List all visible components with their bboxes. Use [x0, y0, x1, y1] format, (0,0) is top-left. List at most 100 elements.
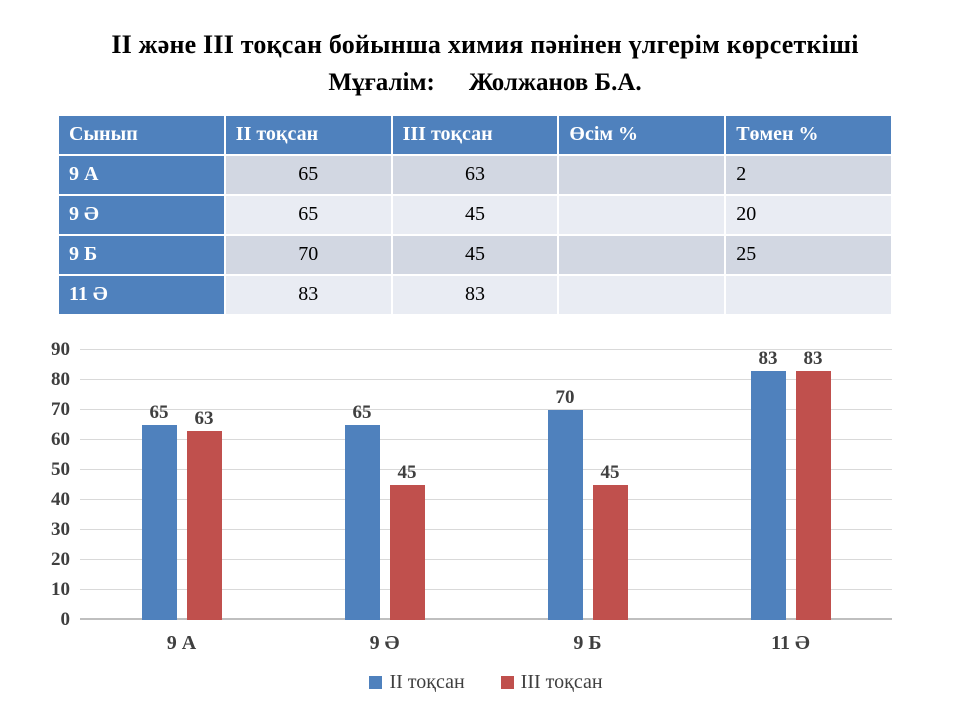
y-axis-label: 90: [51, 339, 70, 360]
table-header-cell: ІІ тоқсан: [225, 116, 391, 154]
y-axis-label: 60: [51, 429, 70, 450]
value-cell: 70: [225, 236, 391, 274]
y-axis-label: 30: [51, 519, 70, 540]
legend: ІІ тоқсан ІІІ тоқсан: [80, 671, 892, 694]
row-header-cell: 9 Ә: [59, 196, 224, 234]
y-axis-label: 0: [60, 609, 71, 630]
bar-groups: 65 63 65 45 70 45 83 83: [80, 348, 892, 620]
value-cell: 25: [726, 236, 891, 274]
table-header-cell: Төмен %: [726, 116, 891, 154]
row-header-cell: 9 А: [59, 156, 224, 194]
value-cell: 45: [392, 236, 558, 274]
bar-value-label: 83: [803, 348, 823, 369]
bar: [795, 371, 831, 620]
table-row: 9 Ә 65 45 20: [59, 196, 891, 234]
gridline: [80, 379, 892, 380]
bar: [344, 425, 380, 620]
value-cell: [726, 276, 891, 314]
gridline: [80, 499, 892, 500]
bar-unit: 83: [795, 348, 831, 620]
gridline: [80, 529, 892, 530]
bar-value-label: 83: [758, 348, 778, 369]
x-axis-label: 9 А: [166, 632, 197, 654]
value-cell: 65: [225, 156, 391, 194]
bar: [547, 410, 583, 620]
x-axis-label: 9 Б: [573, 632, 602, 654]
bar-group: 70 45: [486, 350, 689, 620]
value-cell: 63: [392, 156, 558, 194]
table-header-cell: ІІІ тоқсан: [392, 116, 558, 154]
bar-unit: 63: [186, 408, 222, 620]
value-cell: 45: [392, 196, 558, 234]
bar: [141, 425, 177, 620]
value-cell: 83: [392, 276, 558, 314]
row-header-cell: 11 Ә: [59, 276, 224, 314]
table-row: 11 Ә 83 83: [59, 276, 891, 314]
bar-value-label: 45: [397, 462, 417, 483]
bar-value-label: 45: [600, 462, 620, 483]
bar-group: 65 45: [283, 350, 486, 620]
page-title: ІІ және ІІІ тоқсан бойынша химия пәнінен…: [111, 30, 859, 59]
gridline: [80, 409, 892, 410]
plot-area: 90 80 70 60 50 40 30 20 10 0 65 63 65 45 70 45 83 83: [51, 339, 892, 630]
bar-value-label: 63: [194, 408, 214, 429]
bar-unit: 83: [750, 348, 786, 620]
bar-unit: 65: [344, 402, 380, 620]
table-header-cell: Сынып: [59, 116, 224, 154]
legend-swatch: [369, 676, 383, 689]
gridline: [80, 439, 892, 440]
y-axis-label: 50: [51, 459, 70, 480]
table-row: 9 Б 70 45 25: [59, 236, 891, 274]
y-axis-label: 70: [51, 399, 70, 420]
table-row: 9 А 65 63 2: [59, 156, 891, 194]
bar-value-label: 70: [555, 387, 575, 408]
bar-group: 65 63: [80, 350, 283, 620]
bar-unit: 65: [141, 402, 177, 620]
y-axis-label: 10: [51, 579, 70, 600]
table-header-cell: Өсім %: [559, 116, 725, 154]
x-axis-label: 9 Ә: [369, 632, 400, 654]
table-header-row: Сынып ІІ тоқсан ІІІ тоқсан Өсім % Төмен %: [59, 116, 891, 154]
teacher-line: Мұғалім: Жолжанов Б.А.: [60, 69, 910, 97]
title-block: ІІ және ІІІ тоқсан бойынша химия пәнінен…: [60, 30, 910, 97]
teacher-name: Жолжанов Б.А.: [468, 69, 642, 96]
value-cell: 83: [225, 276, 391, 314]
bar: [592, 485, 628, 620]
legend-item: ІІ тоқсан: [369, 671, 465, 694]
bar: [750, 371, 786, 620]
gridline: [80, 559, 892, 560]
y-axis-label: 40: [51, 489, 70, 510]
bar-unit: 70: [547, 387, 583, 620]
gridline: [80, 618, 892, 620]
value-cell: [559, 196, 725, 234]
gridline: [80, 589, 892, 590]
legend-label: ІІ тоқсан: [389, 671, 465, 693]
results-table: Сынып ІІ тоқсан ІІІ тоқсан Өсім % Төмен % 9 …: [57, 114, 893, 316]
value-cell: [559, 236, 725, 274]
y-axis-label: 20: [51, 549, 70, 570]
value-cell: [559, 276, 725, 314]
gridline: [80, 469, 892, 470]
x-axis-label: 11 Ә: [771, 632, 810, 654]
row-header-cell: 9 Б: [59, 236, 224, 274]
gridline: [80, 349, 892, 350]
legend-swatch: [500, 676, 514, 689]
bar-group: 83 83: [689, 348, 892, 620]
bar-value-label: 65: [352, 402, 372, 423]
bar-value-label: 65: [149, 402, 169, 423]
teacher-label: Мұғалім:: [328, 69, 435, 96]
legend-label: ІІІ тоқсан: [520, 671, 603, 693]
value-cell: 65: [225, 196, 391, 234]
y-axis-label: 80: [51, 369, 70, 390]
value-cell: 20: [726, 196, 891, 234]
bar: [186, 431, 222, 620]
bar-unit: 45: [389, 462, 425, 620]
value-cell: [559, 156, 725, 194]
bar: [389, 485, 425, 620]
x-axis-labels: 9 А 9 Ә 9 Б 11 Ә: [80, 632, 892, 655]
legend-item: ІІІ тоқсан: [500, 671, 603, 694]
bar-unit: 45: [592, 462, 628, 620]
value-cell: 2: [726, 156, 891, 194]
